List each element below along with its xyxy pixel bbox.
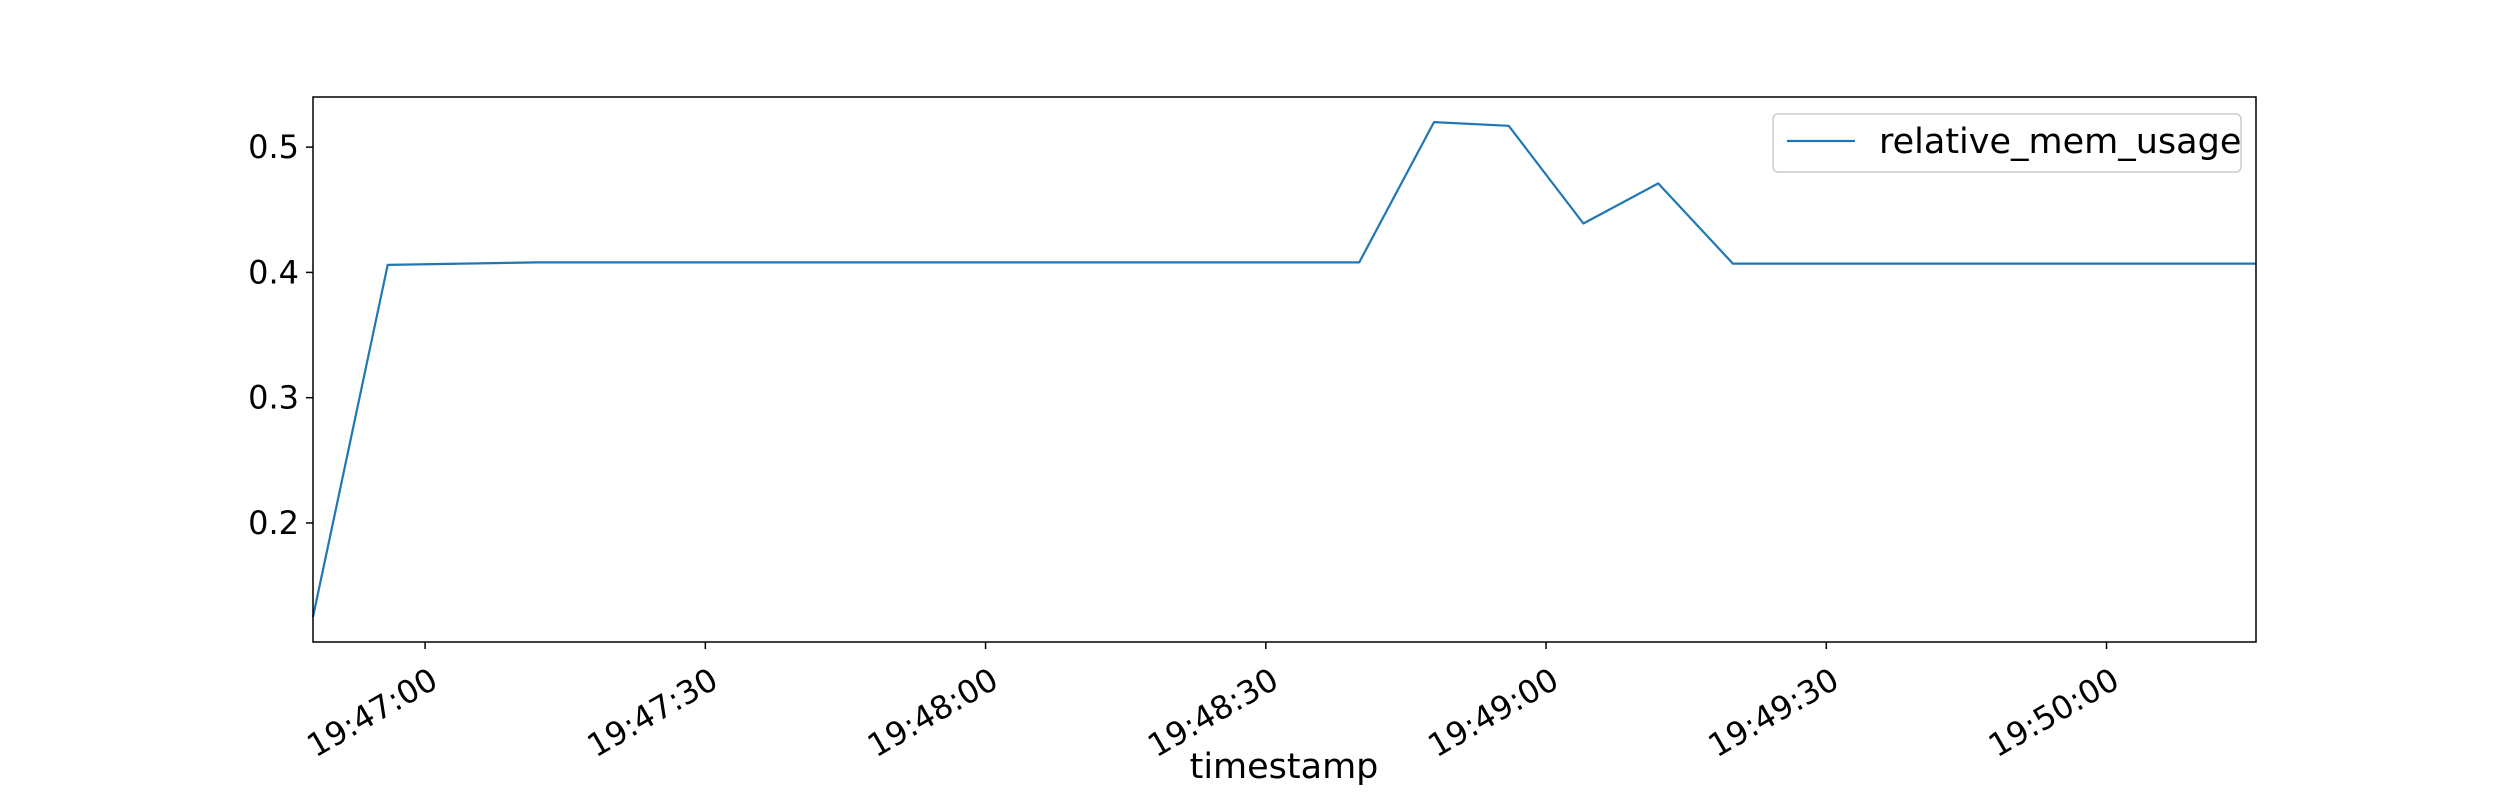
x-tick-label: 19:49:30 bbox=[1702, 660, 1845, 765]
x-axis-label: timestamp bbox=[1190, 747, 1379, 787]
legend-label: relative_mem_usage bbox=[1879, 122, 2241, 162]
series-line-relative-mem-usage bbox=[311, 120, 2256, 618]
legend-box bbox=[1772, 113, 2242, 173]
x-tick-label: 19:50:00 bbox=[1982, 660, 2125, 765]
y-tick-label: 0.5 bbox=[248, 128, 299, 166]
x-tick-label: 19:49:00 bbox=[1421, 660, 1564, 765]
axes-frame bbox=[312, 96, 2257, 643]
legend: relative_mem_usage bbox=[1772, 113, 2242, 173]
x-tick-label: 19:47:30 bbox=[581, 660, 724, 765]
y-tick-label: 0.2 bbox=[248, 504, 299, 542]
x-tick-label: 19:48:00 bbox=[861, 660, 1004, 765]
y-tick-label: 0.4 bbox=[248, 253, 299, 291]
x-tick-label: 19:47:00 bbox=[300, 660, 443, 765]
y-tick-label: 0.3 bbox=[248, 379, 299, 417]
y-axis-ticks: 0.2 0.3 0.4 0.5 bbox=[248, 128, 313, 542]
plot-area bbox=[311, 120, 2256, 618]
